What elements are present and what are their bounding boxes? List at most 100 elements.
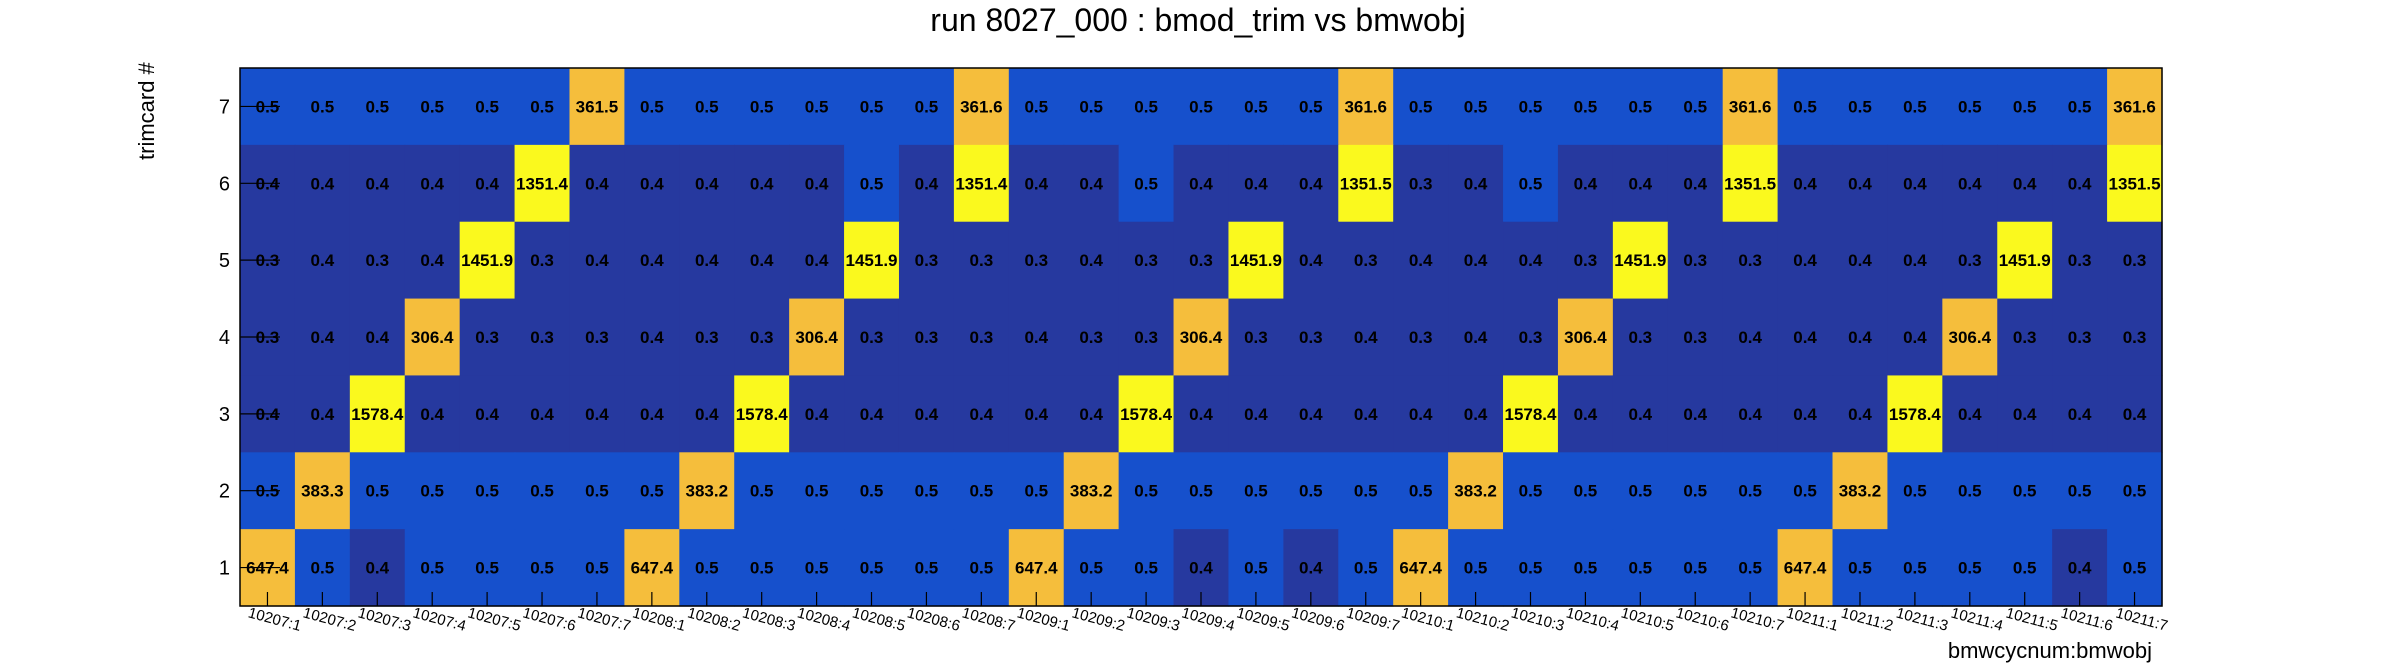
cell-value-label: 0.4 xyxy=(1079,251,1103,270)
cell-value-label: 0.3 xyxy=(915,251,939,270)
x-tick-label: 10209:7 xyxy=(1345,604,1402,634)
heatmap-cell xyxy=(1997,144,2053,223)
cell-value-label: 0.3 xyxy=(1244,328,1268,347)
cell-value-label: 0.4 xyxy=(1958,405,1982,424)
cell-value-label: 0.4 xyxy=(1628,174,1652,193)
heatmap-cell xyxy=(1448,221,1504,300)
x-tick-label: 10209:2 xyxy=(1070,604,1127,634)
cell-value-label: 0.4 xyxy=(2123,405,2147,424)
heatmap-cell xyxy=(569,452,625,530)
heatmap-cell xyxy=(1063,375,1120,453)
heatmap-cell xyxy=(2052,221,2108,300)
cell-value-label: 361.6 xyxy=(1729,97,1772,116)
cell-value-label: 0.4 xyxy=(420,251,444,270)
heatmap-cell xyxy=(789,68,845,146)
cell-value-label: 0.4 xyxy=(1024,174,1048,193)
cell-value-label: 0.4 xyxy=(1683,174,1707,193)
cell-value-label: 1451.9 xyxy=(846,251,898,270)
cell-value-label: 0.5 xyxy=(311,559,335,578)
cell-value-label: 0.4 xyxy=(640,251,664,270)
heatmap-cell xyxy=(1448,452,1504,530)
heatmap-cell xyxy=(679,144,735,223)
cell-value-label: 0.3 xyxy=(1574,251,1598,270)
cell-value-label: 361.6 xyxy=(960,97,1003,116)
cell-value-label: 0.4 xyxy=(1299,174,1323,193)
cell-value-label: 0.4 xyxy=(1244,174,1268,193)
heatmap-cell xyxy=(1393,68,1449,146)
heatmap-cell xyxy=(898,221,955,300)
heatmap-cell xyxy=(1008,298,1065,377)
cell-value-label: 0.5 xyxy=(860,97,884,116)
cell-value-label: 0.3 xyxy=(475,328,499,347)
heatmap-cell xyxy=(1612,144,1669,223)
cell-value-label: 0.4 xyxy=(2013,405,2037,424)
cell-value-label: 0.5 xyxy=(311,97,335,116)
y-tick-label: 3 xyxy=(219,404,230,426)
heatmap-cell xyxy=(679,298,735,377)
heatmap-cell xyxy=(624,68,680,146)
heatmap-cell xyxy=(1612,452,1669,530)
cell-value-label: 0.5 xyxy=(1628,559,1652,578)
cell-value-label: 306.4 xyxy=(1949,328,1992,347)
heatmap-cell xyxy=(1393,452,1449,530)
heatmap-cell xyxy=(404,298,461,377)
heatmap-cell xyxy=(1942,375,1998,453)
heatmap-cell xyxy=(1173,375,1230,453)
heatmap-cell xyxy=(734,144,790,223)
heatmap-cell xyxy=(1173,221,1230,300)
cell-value-label: 0.4 xyxy=(1903,251,1927,270)
heatmap-cell xyxy=(1612,375,1669,453)
cell-value-label: 383.2 xyxy=(1070,482,1113,501)
cell-value-label: 306.4 xyxy=(1564,328,1607,347)
cell-value-label: 1578.4 xyxy=(1120,405,1173,424)
heatmap-cell xyxy=(1283,298,1339,377)
cell-value-label: 0.4 xyxy=(585,405,609,424)
heatmap-cell xyxy=(514,375,571,453)
heatmap-cell xyxy=(679,68,735,146)
cell-value-label: 647.4 xyxy=(631,559,674,578)
heatmap-cell xyxy=(514,68,571,146)
heatmap-cell xyxy=(679,452,735,530)
cell-value-label: 0.5 xyxy=(1079,97,1103,116)
heatmap-cell xyxy=(294,375,351,453)
heatmap-cell xyxy=(294,144,351,223)
heatmap-cell xyxy=(1228,68,1284,146)
cell-value-label: 0.4 xyxy=(1848,251,1872,270)
cell-value-label: 0.3 xyxy=(1519,328,1543,347)
cell-value-label: 0.4 xyxy=(1958,174,1982,193)
heatmap-cell xyxy=(569,221,625,300)
cell-value-label: 0.5 xyxy=(970,559,994,578)
cell-value-label: 1351.5 xyxy=(1340,174,1392,193)
heatmap-cell xyxy=(1503,221,1559,300)
heatmap-cell xyxy=(1777,375,1834,453)
heatmap-cell xyxy=(1667,375,1724,453)
heatmap-cell xyxy=(1283,375,1339,453)
cell-value-label: 1451.9 xyxy=(1999,251,2051,270)
cell-value-label: 647.4 xyxy=(1015,559,1058,578)
heatmap-cell xyxy=(1173,452,1230,530)
cell-value-label: 0.5 xyxy=(365,97,389,116)
cell-value-label: 0.5 xyxy=(420,97,444,116)
heatmap-cell xyxy=(844,452,900,530)
heatmap-cell xyxy=(1283,452,1339,530)
heatmap-cell xyxy=(679,375,735,453)
cell-value-label: 0.5 xyxy=(1189,97,1213,116)
cell-value-label: 0.3 xyxy=(2068,328,2092,347)
heatmap-cell xyxy=(1667,68,1724,146)
cell-value-label: 0.3 xyxy=(1079,328,1103,347)
heatmap-cell xyxy=(1777,221,1834,300)
heatmap-cell xyxy=(2052,68,2108,146)
cell-value-label: 0.3 xyxy=(915,328,939,347)
cell-value-label: 306.4 xyxy=(411,328,454,347)
cell-value-label: 0.5 xyxy=(1464,97,1488,116)
heatmap-cell xyxy=(844,68,900,146)
heatmap-cell xyxy=(1283,221,1339,300)
x-tick-label: 10207:2 xyxy=(301,604,358,634)
heatmap-cell xyxy=(1722,221,1779,300)
cell-value-label: 0.3 xyxy=(530,251,554,270)
heatmap-cell xyxy=(404,221,461,300)
x-tick-label: 10209:3 xyxy=(1125,604,1182,634)
cell-value-label: 0.4 xyxy=(640,328,664,347)
cell-value-label: 0.4 xyxy=(420,405,444,424)
